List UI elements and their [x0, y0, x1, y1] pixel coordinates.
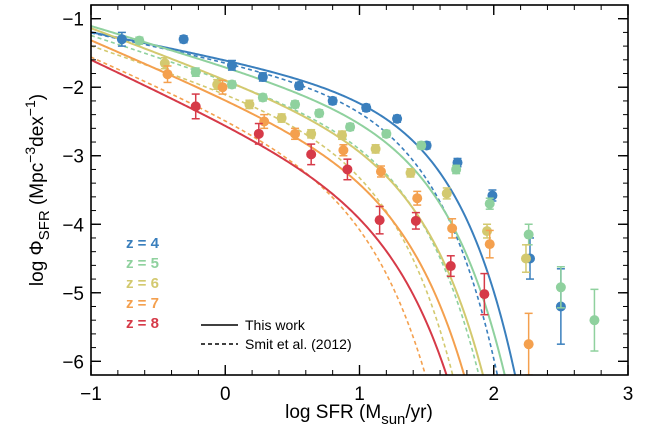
smit2012-fit-curve — [91, 34, 480, 375]
legend-smit2012: Smit et al. (2012) — [245, 336, 352, 352]
axis-ticks — [90, 4, 629, 376]
data-point — [257, 71, 268, 82]
data-point — [314, 108, 325, 119]
x-tick-label: 1 — [354, 384, 365, 405]
data-point — [294, 80, 305, 91]
y-tick-label: −6 — [62, 352, 84, 373]
data-point — [337, 130, 348, 141]
data-point — [520, 253, 531, 264]
data-point — [555, 282, 566, 293]
plot-frame — [90, 4, 629, 376]
x-tick-label: 2 — [488, 384, 499, 405]
this-work-fit-curve — [91, 58, 448, 375]
legend-z8: z = 8 — [126, 315, 159, 332]
this-work-fit-curve — [91, 24, 506, 375]
data-point — [178, 34, 189, 45]
y-tick-labels: −1 −2 −3 −4 −5 −6 — [62, 10, 84, 374]
data-point — [410, 215, 421, 226]
x-axis-title: log SFR (Msun/yr) — [285, 402, 433, 428]
legend-z4: z = 4 — [126, 235, 160, 252]
data-point — [257, 92, 268, 103]
y-tick-label: −3 — [62, 147, 84, 168]
data-point — [479, 289, 490, 300]
legend-z7: z = 7 — [126, 295, 159, 312]
y-tick-label: −5 — [62, 284, 84, 305]
smit2012-fit-curve — [91, 44, 454, 375]
this-work-fit-curve — [91, 31, 517, 375]
data-point — [381, 128, 392, 139]
legend-this-work: This work — [245, 317, 306, 333]
data-point — [159, 58, 170, 69]
data-point — [306, 149, 317, 160]
data-point — [226, 79, 237, 90]
data-point — [259, 116, 270, 127]
data-point — [484, 239, 495, 250]
smit2012-fit-curve — [91, 56, 427, 375]
fit-curves — [91, 24, 517, 375]
y-tick-label: −2 — [62, 78, 84, 99]
data-points — [116, 31, 600, 375]
data-point — [375, 166, 386, 177]
data-point — [290, 128, 301, 139]
y-tick-label: −1 — [62, 10, 84, 31]
data-point — [327, 95, 338, 106]
data-point — [441, 188, 452, 199]
data-point — [412, 193, 423, 204]
data-point — [374, 215, 385, 226]
data-point — [523, 229, 534, 240]
y-axis-title: log ΦSFR (Mpc−3dex−1) — [22, 94, 53, 286]
data-point — [226, 60, 237, 71]
x-tick-label: −1 — [80, 384, 102, 405]
data-point — [523, 339, 534, 350]
this-work-fit-curve — [91, 39, 466, 375]
data-point — [276, 113, 287, 124]
this-work-fit-curve — [91, 27, 485, 375]
legend: z = 4 z = 5 z = 6 z = 7 z = 8 This work … — [126, 235, 352, 352]
data-point — [589, 315, 600, 326]
data-point — [361, 102, 372, 113]
data-point — [338, 145, 349, 156]
data-point — [405, 167, 416, 178]
data-point — [370, 143, 381, 154]
data-point — [342, 164, 353, 175]
x-tick-labels: −1 0 1 2 3 — [80, 384, 633, 405]
data-point — [190, 67, 201, 78]
data-point — [392, 113, 403, 124]
data-point — [447, 223, 458, 234]
x-tick-label: 0 — [220, 384, 231, 405]
data-point — [217, 82, 228, 93]
data-point — [162, 69, 173, 80]
data-point — [306, 128, 317, 139]
data-point — [190, 101, 201, 112]
data-point — [451, 164, 462, 175]
legend-z6: z = 6 — [126, 275, 159, 292]
legend-z5: z = 5 — [126, 255, 159, 272]
smit2012-fit-curve — [91, 32, 499, 375]
data-point — [116, 34, 127, 45]
y-tick-label: −4 — [62, 215, 84, 236]
data-point — [345, 121, 356, 132]
data-point — [134, 35, 145, 46]
data-point — [416, 140, 427, 151]
data-point — [445, 261, 456, 272]
data-point — [253, 128, 264, 139]
data-point — [244, 99, 255, 110]
data-point — [290, 99, 301, 110]
x-tick-label: 3 — [623, 384, 634, 405]
data-point — [484, 198, 495, 209]
